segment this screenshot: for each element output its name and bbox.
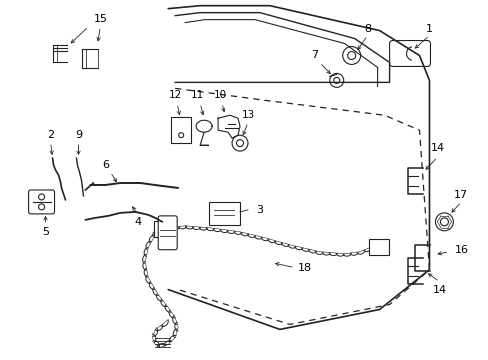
Circle shape xyxy=(236,140,243,147)
Text: 1: 1 xyxy=(425,24,432,33)
Text: 14: 14 xyxy=(429,143,444,153)
Circle shape xyxy=(333,77,339,84)
FancyBboxPatch shape xyxy=(208,202,239,225)
Text: 12: 12 xyxy=(168,90,182,100)
FancyBboxPatch shape xyxy=(158,216,177,250)
Text: 16: 16 xyxy=(453,245,468,255)
Circle shape xyxy=(232,135,247,151)
Text: 10: 10 xyxy=(213,90,226,100)
Text: 14: 14 xyxy=(431,284,446,294)
FancyBboxPatch shape xyxy=(171,117,191,143)
FancyBboxPatch shape xyxy=(29,190,55,214)
Text: 9: 9 xyxy=(75,130,82,140)
FancyBboxPatch shape xyxy=(368,239,388,255)
Circle shape xyxy=(329,73,343,87)
Text: 3: 3 xyxy=(256,205,263,215)
Text: 6: 6 xyxy=(102,160,109,170)
Text: 18: 18 xyxy=(297,263,311,273)
Text: 5: 5 xyxy=(42,227,49,237)
Text: 17: 17 xyxy=(453,190,468,200)
Circle shape xyxy=(435,213,452,231)
Circle shape xyxy=(440,218,447,226)
Text: 7: 7 xyxy=(310,50,318,60)
Text: 8: 8 xyxy=(364,24,370,33)
Circle shape xyxy=(347,51,355,59)
FancyBboxPatch shape xyxy=(389,41,429,67)
Circle shape xyxy=(39,204,44,210)
Circle shape xyxy=(39,194,44,200)
Text: 4: 4 xyxy=(135,217,142,227)
Circle shape xyxy=(342,46,360,64)
Text: 2: 2 xyxy=(47,130,54,140)
Text: 13: 13 xyxy=(241,110,254,120)
Circle shape xyxy=(160,224,170,234)
FancyBboxPatch shape xyxy=(154,221,176,237)
Circle shape xyxy=(178,133,183,138)
Text: 11: 11 xyxy=(190,90,203,100)
Text: 15: 15 xyxy=(93,14,107,24)
